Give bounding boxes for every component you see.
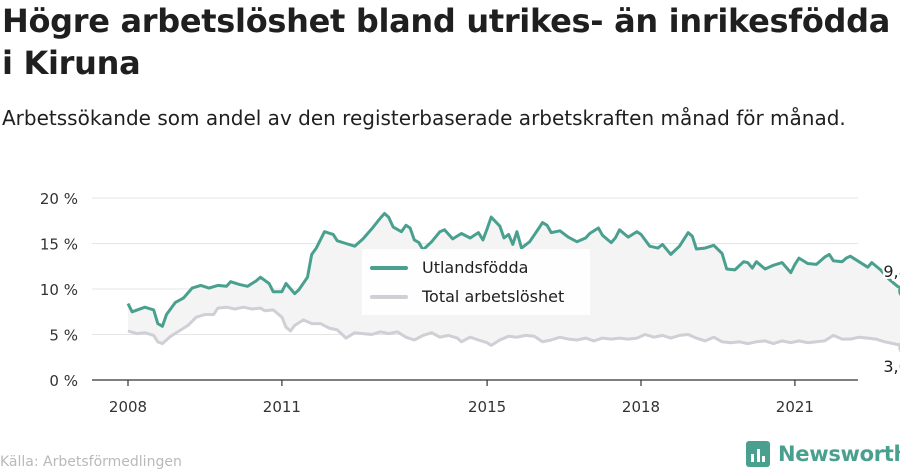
x-tick-label: 2015 <box>468 398 506 416</box>
series-lines <box>126 212 900 347</box>
legend-swatch-foreign <box>370 265 408 270</box>
x-tick-label: 2008 <box>109 398 147 416</box>
legend-swatch-total <box>370 294 408 299</box>
chart-legend: Utlandsfödda Total arbetslöshet <box>362 249 590 315</box>
x-tick-label: 2011 <box>263 398 301 416</box>
end-annotations: 9,8 %3,6 %6,2 % <box>881 260 900 378</box>
x-tick-label: 2018 <box>622 398 660 416</box>
legend-label-foreign: Utlandsfödda <box>422 258 529 277</box>
end-label-foreign: 9,8 % <box>883 262 900 281</box>
chart-title: Högre arbetslöshet bland utrikes- än inr… <box>2 2 891 82</box>
y-tick-label: 0 % <box>49 372 78 390</box>
y-tick-label: 5 % <box>49 327 78 345</box>
chart-subtitle: Arbetssökande som andel av den registerb… <box>2 106 846 130</box>
legend-item-foreign: Utlandsfödda <box>370 258 528 277</box>
legend-item-total: Total arbetslöshet <box>370 287 564 306</box>
x-tick-label: 2021 <box>776 398 814 416</box>
axes: 0 % 5 % 10 % 15 % 20 % 2008 2011 2015 2018 2021 <box>40 190 858 416</box>
series-line-foreign <box>126 212 900 328</box>
y-tick-label: 20 % <box>40 190 78 208</box>
end-label-total: 3,6 % <box>883 357 900 376</box>
brand-name: Newsworthy <box>778 442 900 466</box>
y-tick-label: 15 % <box>40 236 78 254</box>
y-tick-label: 10 % <box>40 281 78 299</box>
brand-logo[interactable]: Newsworthy <box>746 441 900 467</box>
series-line-total <box>127 305 900 347</box>
newsworthy-logo-icon <box>746 441 770 467</box>
source-note: Källa: Arbetsförmedlingen <box>0 454 182 470</box>
legend-label-total: Total arbetslöshet <box>422 287 565 306</box>
